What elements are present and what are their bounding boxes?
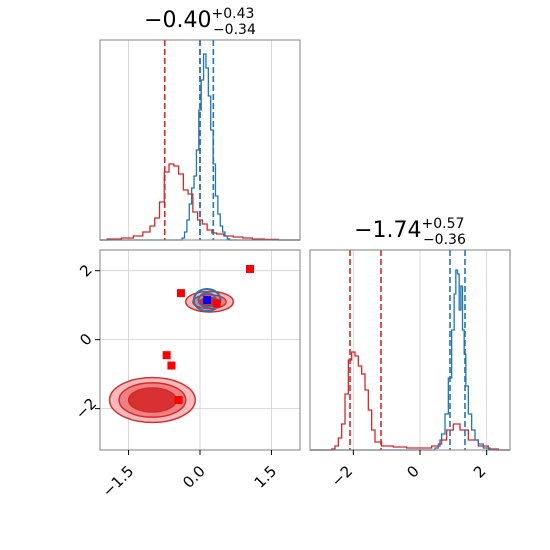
p-joint [100,250,300,450]
x-tick-label: 2 [470,462,489,481]
p1-hist-title: −0.40+0.43 −0.34 [144,6,256,38]
x-tick-label: −1.5 [99,462,137,500]
title-upper-error: +0.57 [422,216,465,232]
x-tick-label: 0.0 [179,462,209,492]
p1-hist-frame [99,39,301,241]
title-upper-error: +0.43 [212,6,255,22]
red-marker [167,361,176,370]
title-lower-error: −0.34 [213,22,256,38]
blue-marker [203,296,212,304]
blue-histogram [310,269,510,451]
red-contour [127,387,177,413]
p2-hist-frame [309,249,511,451]
red-marker [162,351,171,360]
y-tick-label: −2 [72,394,100,422]
y-tick-label: 2 [76,261,95,280]
red-histogram [310,351,510,451]
red-marker [212,299,221,308]
red-marker [176,289,185,298]
x-tick-label: 0 [403,462,422,481]
title-value: −1.74 [354,218,421,243]
red-marker [174,396,183,404]
p2-hist [310,250,510,451]
x-tick-label: −2 [328,462,356,490]
y-tick-label: 0 [76,330,95,349]
title-value: −0.40 [144,8,211,33]
red-histogram [100,163,300,241]
p2-hist-title: −1.74+0.57 −0.36 [354,216,466,248]
red-marker [246,264,254,273]
blue-histogram [100,53,300,241]
x-tick-label: 1.5 [251,462,281,492]
p1-hist [100,40,300,241]
title-lower-error: −0.36 [423,232,466,248]
